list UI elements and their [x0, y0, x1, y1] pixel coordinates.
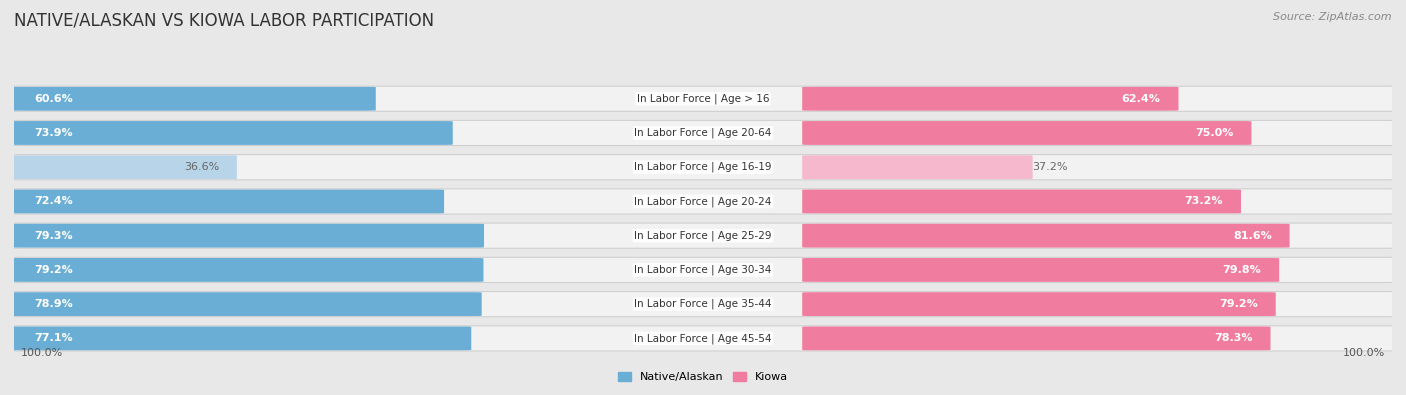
Text: In Labor Force | Age > 16: In Labor Force | Age > 16: [637, 94, 769, 104]
Text: 60.6%: 60.6%: [35, 94, 73, 104]
FancyBboxPatch shape: [10, 189, 1396, 214]
FancyBboxPatch shape: [803, 292, 1275, 316]
Text: 100.0%: 100.0%: [1343, 348, 1385, 358]
FancyBboxPatch shape: [803, 190, 1241, 213]
FancyBboxPatch shape: [10, 155, 236, 179]
FancyBboxPatch shape: [803, 327, 1271, 350]
Text: In Labor Force | Age 25-29: In Labor Force | Age 25-29: [634, 230, 772, 241]
FancyBboxPatch shape: [10, 223, 1396, 248]
FancyBboxPatch shape: [10, 258, 484, 282]
FancyBboxPatch shape: [10, 257, 1396, 282]
FancyBboxPatch shape: [10, 326, 1396, 351]
FancyBboxPatch shape: [10, 154, 1396, 180]
Text: 73.9%: 73.9%: [35, 128, 73, 138]
Text: 75.0%: 75.0%: [1195, 128, 1233, 138]
Text: 78.3%: 78.3%: [1215, 333, 1253, 343]
FancyBboxPatch shape: [10, 190, 444, 213]
Text: In Labor Force | Age 45-54: In Labor Force | Age 45-54: [634, 333, 772, 344]
Text: In Labor Force | Age 35-44: In Labor Force | Age 35-44: [634, 299, 772, 309]
Text: 73.2%: 73.2%: [1185, 196, 1223, 207]
Text: In Labor Force | Age 16-19: In Labor Force | Age 16-19: [634, 162, 772, 173]
Text: NATIVE/ALASKAN VS KIOWA LABOR PARTICIPATION: NATIVE/ALASKAN VS KIOWA LABOR PARTICIPAT…: [14, 12, 434, 30]
FancyBboxPatch shape: [803, 87, 1178, 111]
Text: 78.9%: 78.9%: [35, 299, 73, 309]
Text: 79.2%: 79.2%: [1219, 299, 1258, 309]
Text: In Labor Force | Age 20-64: In Labor Force | Age 20-64: [634, 128, 772, 138]
Text: 79.3%: 79.3%: [35, 231, 73, 241]
FancyBboxPatch shape: [10, 120, 1396, 146]
FancyBboxPatch shape: [10, 121, 453, 145]
FancyBboxPatch shape: [803, 155, 1032, 179]
Text: 79.8%: 79.8%: [1222, 265, 1261, 275]
Text: 37.2%: 37.2%: [1032, 162, 1069, 172]
Text: In Labor Force | Age 30-34: In Labor Force | Age 30-34: [634, 265, 772, 275]
Text: 79.2%: 79.2%: [35, 265, 73, 275]
FancyBboxPatch shape: [803, 121, 1251, 145]
Text: Source: ZipAtlas.com: Source: ZipAtlas.com: [1274, 12, 1392, 22]
FancyBboxPatch shape: [803, 224, 1289, 248]
Text: In Labor Force | Age 20-24: In Labor Force | Age 20-24: [634, 196, 772, 207]
FancyBboxPatch shape: [10, 224, 484, 248]
FancyBboxPatch shape: [10, 87, 375, 111]
Text: 36.6%: 36.6%: [184, 162, 219, 172]
FancyBboxPatch shape: [803, 258, 1279, 282]
Legend: Native/Alaskan, Kiowa: Native/Alaskan, Kiowa: [613, 368, 793, 387]
Text: 62.4%: 62.4%: [1122, 94, 1160, 104]
FancyBboxPatch shape: [10, 86, 1396, 111]
FancyBboxPatch shape: [10, 292, 482, 316]
FancyBboxPatch shape: [10, 292, 1396, 317]
FancyBboxPatch shape: [10, 327, 471, 350]
Text: 77.1%: 77.1%: [35, 333, 73, 343]
Text: 81.6%: 81.6%: [1233, 231, 1271, 241]
Text: 72.4%: 72.4%: [35, 196, 73, 207]
Text: 100.0%: 100.0%: [21, 348, 63, 358]
